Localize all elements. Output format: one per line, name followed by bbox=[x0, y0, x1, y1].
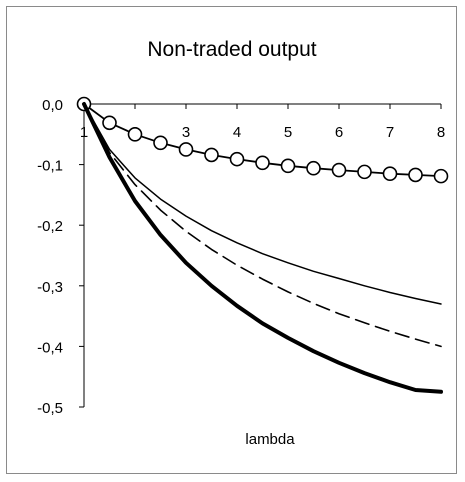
y-tick-label: -0,1 bbox=[37, 158, 63, 175]
series-1-marker bbox=[102, 115, 117, 131]
x-tick-label: 8 bbox=[437, 124, 445, 141]
x-tick-label: 3 bbox=[182, 124, 190, 141]
series-1-marker bbox=[153, 135, 168, 151]
series-1-marker bbox=[178, 142, 194, 157]
y-tick-label: -0,5 bbox=[37, 400, 63, 417]
x-axis-label: lambda bbox=[245, 431, 295, 448]
y-tick-label: 0,0 bbox=[42, 97, 63, 114]
series-1-marker bbox=[204, 147, 219, 163]
series-1-marker bbox=[357, 164, 372, 180]
x-tick-label: 1 bbox=[80, 124, 88, 141]
series-1-marker bbox=[280, 158, 296, 174]
series-1-marker bbox=[408, 167, 423, 183]
chart-title: Non-traded output bbox=[147, 38, 316, 61]
series-1-marker bbox=[306, 160, 321, 176]
series-1-marker bbox=[229, 151, 245, 167]
series-1-marker bbox=[255, 155, 270, 171]
x-tick-label: 4 bbox=[233, 124, 241, 141]
x-tick-label: 6 bbox=[335, 124, 343, 141]
y-tick-label: -0,4 bbox=[37, 339, 63, 356]
series-1-marker bbox=[433, 168, 449, 184]
series-line-4 bbox=[82, 102, 443, 394]
series-1-marker bbox=[382, 166, 398, 181]
y-tick-label: -0,3 bbox=[37, 279, 63, 296]
axes: 123456780,0-0,1-0,2-0,3-0,4-0,5 bbox=[37, 97, 445, 417]
y-tick-label: -0,2 bbox=[37, 218, 63, 235]
series-1-marker bbox=[127, 127, 143, 142]
series-layer bbox=[76, 96, 449, 394]
series-1-marker bbox=[331, 162, 347, 178]
x-tick-label: 5 bbox=[284, 124, 292, 141]
series-line-2 bbox=[83, 103, 442, 305]
x-tick-label: 7 bbox=[386, 124, 394, 141]
series-line-3 bbox=[83, 103, 442, 348]
